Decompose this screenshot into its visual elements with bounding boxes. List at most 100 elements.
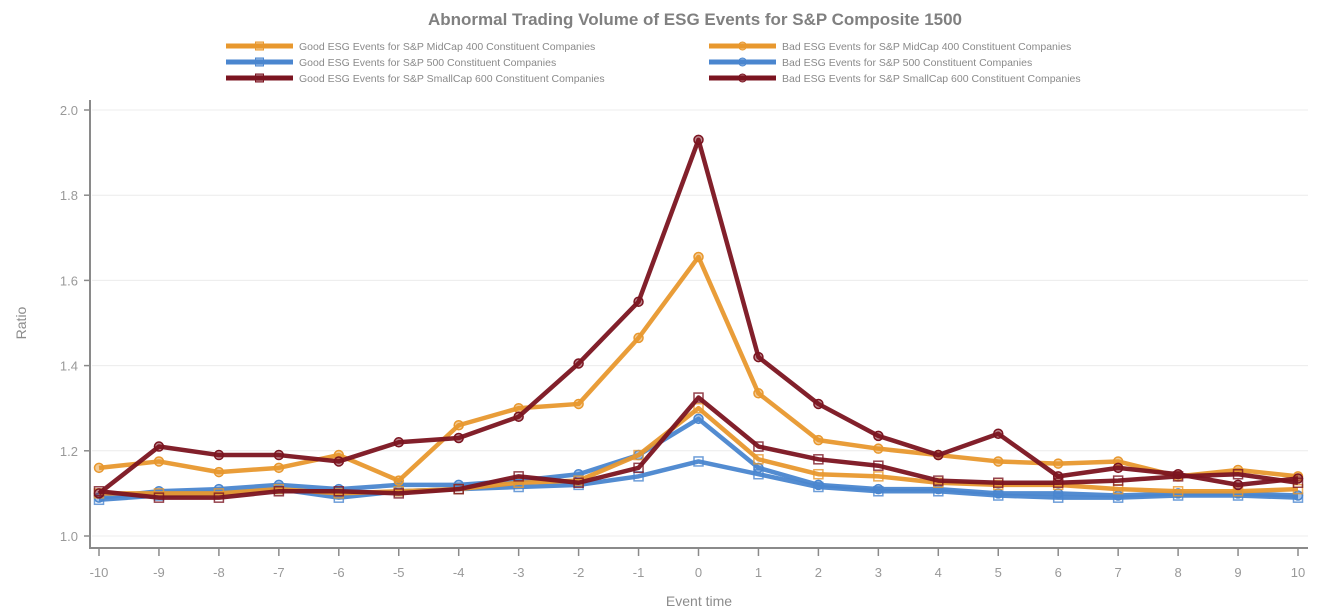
data-point xyxy=(1232,479,1244,491)
data-point xyxy=(633,332,644,344)
data-point xyxy=(573,477,584,488)
legend-item: Good ESG Events for S&P MidCap 400 Const… xyxy=(226,41,595,53)
data-point xyxy=(153,492,165,503)
axes: 1.01.21.41.61.82.0-10 -9 -8 -7 -6 -5 -4 -3 -2 -1 0… xyxy=(60,100,1308,580)
legend-marker xyxy=(255,73,264,83)
x-tick-label: -5 xyxy=(393,565,405,580)
x-tick-label: -8 xyxy=(213,565,225,580)
series-line xyxy=(97,137,1299,496)
legend-label: Good ESG Events for S&P SmallCap 600 Con… xyxy=(299,73,605,85)
series-1 xyxy=(93,251,1304,486)
legend-item: Bad ESG Events for S&P SmallCap 600 Cons… xyxy=(709,73,1081,85)
data-point xyxy=(873,443,884,454)
y-tick-label: 1.2 xyxy=(60,444,78,459)
data-point xyxy=(213,449,225,461)
data-point xyxy=(993,456,1004,467)
data-point xyxy=(813,479,824,491)
legend-marker xyxy=(738,73,747,83)
data-point xyxy=(93,488,105,499)
x-tick-label: 7 xyxy=(1115,565,1122,580)
x-tick-label: -7 xyxy=(273,565,285,580)
data-point xyxy=(573,358,584,369)
data-point xyxy=(333,486,345,497)
data-point xyxy=(873,471,884,482)
x-tick-label: 10 xyxy=(1291,565,1305,580)
data-point xyxy=(933,449,944,461)
data-point xyxy=(753,462,764,474)
data-point xyxy=(333,456,345,467)
data-point xyxy=(273,486,285,497)
legend-label: Bad ESG Events for S&P SmallCap 600 Cons… xyxy=(782,73,1081,85)
data-point xyxy=(1292,490,1304,501)
legend-marker xyxy=(255,41,264,51)
data-point xyxy=(1052,488,1064,499)
x-tick-label: -10 xyxy=(90,565,109,580)
data-point xyxy=(873,430,884,442)
y-tick-label: 1.4 xyxy=(60,359,78,374)
data-point xyxy=(453,483,464,495)
x-tick-label: 2 xyxy=(815,565,822,580)
data-point xyxy=(633,462,644,474)
data-point xyxy=(1112,475,1124,486)
x-tick-label: 8 xyxy=(1174,565,1181,580)
legend-item: Bad ESG Events for S&P 500 Constituent C… xyxy=(709,57,1032,69)
data-point xyxy=(453,419,464,431)
data-point xyxy=(513,411,524,422)
x-tick-label: 9 xyxy=(1234,565,1241,580)
series-line xyxy=(98,395,1299,500)
data-point xyxy=(873,483,884,495)
axis-line xyxy=(89,100,1308,549)
data-point xyxy=(813,468,824,480)
y-tick-label: 1.0 xyxy=(60,529,78,544)
chart-title: Abnormal Trading Volume of ESG Events fo… xyxy=(428,10,962,29)
data-point xyxy=(213,466,225,478)
x-tick-label: 5 xyxy=(995,565,1002,580)
data-point xyxy=(693,392,704,403)
data-point xyxy=(933,475,944,486)
data-point xyxy=(1112,490,1124,501)
data-point xyxy=(693,456,704,467)
data-point xyxy=(453,432,464,444)
data-point xyxy=(813,454,824,465)
data-point xyxy=(1292,483,1304,495)
data-point xyxy=(1292,473,1304,484)
data-point xyxy=(153,456,165,467)
data-point xyxy=(213,492,225,503)
data-point xyxy=(1172,468,1184,480)
data-point xyxy=(753,351,764,363)
data-point xyxy=(1052,458,1064,469)
data-point xyxy=(993,477,1004,488)
data-point xyxy=(993,428,1004,440)
y-tick-label: 1.6 xyxy=(60,273,78,288)
legend-item: Good ESG Events for S&P 500 Constituent … xyxy=(226,57,556,69)
y-axis-label: Ratio xyxy=(13,306,29,339)
data-point xyxy=(513,471,524,482)
x-tick-label: 3 xyxy=(875,565,882,580)
series-5 xyxy=(93,134,1304,499)
data-point xyxy=(933,483,944,495)
data-point xyxy=(693,402,704,414)
data-point xyxy=(753,454,764,465)
legend-label: Bad ESG Events for S&P 500 Constituent C… xyxy=(782,57,1032,69)
y-tick-label: 1.8 xyxy=(60,188,78,203)
series-4 xyxy=(93,392,1304,503)
legend-item: Bad ESG Events for S&P MidCap 400 Consti… xyxy=(709,41,1071,53)
legend: Good ESG Events for S&P MidCap 400 Const… xyxy=(226,41,1081,85)
data-point xyxy=(813,398,824,410)
data-point xyxy=(573,398,584,410)
data-point xyxy=(393,475,404,486)
data-point xyxy=(1232,468,1244,480)
legend-label: Bad ESG Events for S&P MidCap 400 Consti… xyxy=(782,41,1071,53)
data-point xyxy=(393,437,404,448)
data-point xyxy=(1112,462,1124,474)
x-axis-label: Event time xyxy=(666,593,732,609)
x-tick-label: 1 xyxy=(755,565,762,580)
x-tick-label: -1 xyxy=(633,565,645,580)
x-tick-label: 0 xyxy=(695,565,702,580)
y-tick-label: 2.0 xyxy=(60,103,78,118)
legend-label: Good ESG Events for S&P 500 Constituent … xyxy=(299,57,556,69)
x-tick-label: -9 xyxy=(153,565,165,580)
x-tick-label: -2 xyxy=(573,565,585,580)
legend-item: Good ESG Events for S&P SmallCap 600 Con… xyxy=(226,73,605,85)
x-tick-label: -4 xyxy=(453,565,465,580)
